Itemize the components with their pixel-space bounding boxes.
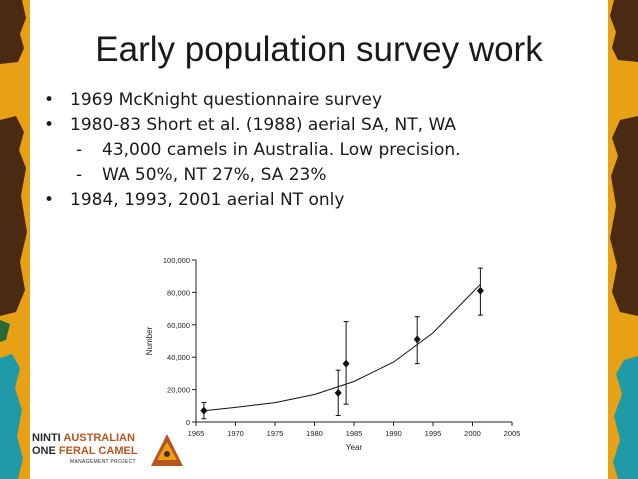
bullet-text: 1969 McKnight questionnaire survey bbox=[70, 90, 383, 110]
bullet-marker: • bbox=[44, 90, 55, 110]
bullet-list: • 1969 McKnight questionnaire survey • 1… bbox=[44, 88, 604, 213]
data-point bbox=[342, 359, 350, 368]
sub-bullet-text: 43,000 camels in Australia. Low precisio… bbox=[102, 140, 461, 160]
x-tick-label: 2000 bbox=[464, 429, 481, 438]
bullet-item: • 1969 McKnight questionnaire survey bbox=[44, 88, 604, 113]
y-tick-label: 80,000 bbox=[167, 288, 190, 297]
x-axis-label: Year bbox=[346, 443, 363, 452]
sub-bullet-marker: - bbox=[76, 165, 83, 185]
data-point bbox=[334, 388, 342, 397]
logo-word-ninti: NINTI bbox=[32, 432, 61, 444]
logo-line-1: NINTI AUSTRALIAN bbox=[32, 432, 135, 444]
bullet-text: 1984, 1993, 2001 aerial NT only bbox=[70, 190, 345, 210]
logo-line-3: MANAGEMENT PROJECT bbox=[70, 459, 136, 465]
logo-word-feral-camel: FERAL CAMEL bbox=[58, 445, 138, 457]
sub-bullet-text: WA 50%, NT 27%, SA 23% bbox=[102, 165, 327, 185]
x-tick-label: 1985 bbox=[346, 429, 363, 438]
logo-word-one: ONE bbox=[32, 445, 56, 457]
x-tick-label: 1980 bbox=[306, 429, 323, 438]
data-point bbox=[413, 335, 421, 344]
logo-word-australian: AUSTRALIAN bbox=[63, 432, 135, 444]
y-tick-label: 0 bbox=[186, 418, 190, 427]
bullet-marker: • bbox=[44, 115, 55, 135]
decorative-left-strip bbox=[0, 0, 30, 479]
slide-title: Early population survey work bbox=[95, 30, 543, 69]
data-point bbox=[476, 286, 484, 295]
project-logo: NINTI AUSTRALIAN ONE FERAL CAMEL MANAGEM… bbox=[32, 428, 183, 470]
x-tick-label: 2005 bbox=[504, 429, 521, 438]
y-tick-label: 60,000 bbox=[167, 321, 190, 330]
bullet-item: • 1984, 1993, 2001 aerial NT only bbox=[44, 188, 604, 213]
x-tick-label: 1970 bbox=[227, 429, 244, 438]
x-tick-label: 1965 bbox=[188, 429, 205, 438]
logo-line-2: ONE FERAL CAMEL bbox=[32, 445, 138, 457]
bullet-item: • 1980-83 Short et al. (1988) aerial SA,… bbox=[44, 113, 604, 138]
decorative-right-strip bbox=[608, 0, 638, 479]
x-tick-label: 1990 bbox=[385, 429, 402, 438]
y-tick-label: 40,000 bbox=[167, 353, 190, 362]
data-point bbox=[200, 406, 208, 415]
population-chart: 0 20,000 40,000 60,000 80,000 100,000 1965 1970… bbox=[145, 256, 521, 452]
sub-bullet-item: - WA 50%, NT 27%, SA 23% bbox=[44, 163, 604, 188]
sub-bullet-marker: - bbox=[76, 140, 83, 160]
bullet-marker: • bbox=[44, 190, 55, 210]
camel-logo-icon bbox=[151, 434, 183, 466]
x-tick-label: 1995 bbox=[425, 429, 442, 438]
y-tick-label: 100,000 bbox=[163, 256, 190, 265]
trend-line bbox=[203, 283, 481, 412]
bullet-text: 1980-83 Short et al. (1988) aerial SA, N… bbox=[70, 115, 456, 135]
sub-bullet-item: - 43,000 camels in Australia. Low precis… bbox=[44, 138, 604, 163]
y-tick-label: 20,000 bbox=[167, 386, 190, 395]
y-axis-label: Number bbox=[145, 326, 154, 355]
x-tick-label: 1975 bbox=[267, 429, 284, 438]
